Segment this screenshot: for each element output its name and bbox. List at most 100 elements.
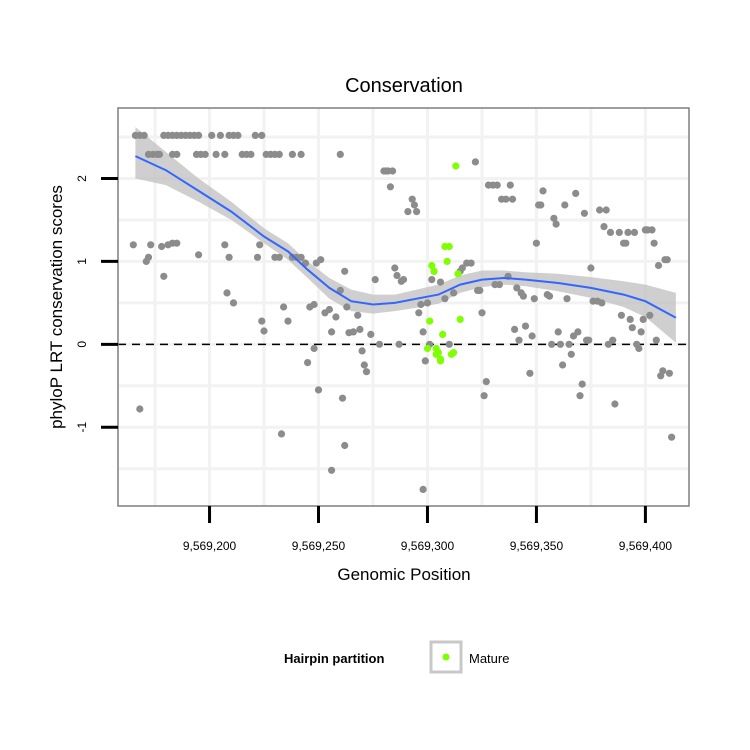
data-point (362, 368, 371, 376)
data-point (260, 327, 268, 335)
data-point (668, 433, 676, 441)
data-point (445, 340, 453, 348)
data-point (328, 466, 336, 474)
data-point (173, 150, 181, 158)
data-point (310, 344, 318, 353)
data-point (247, 150, 255, 158)
data-point (519, 292, 528, 300)
data-point-mature (428, 261, 436, 270)
data-point (147, 241, 155, 249)
data-point-mature (456, 315, 464, 323)
confidence-band (135, 127, 676, 343)
data-point (600, 223, 608, 231)
data-point (336, 286, 344, 294)
data-point (495, 281, 503, 289)
data-point (609, 336, 617, 344)
data-point (195, 131, 203, 139)
data-point-mature (436, 357, 445, 365)
data-point (528, 332, 536, 340)
data-point (399, 276, 408, 284)
data-point (576, 392, 584, 400)
x-tick-label: 9,569,300 (401, 539, 455, 553)
data-point (478, 309, 486, 317)
data-point (508, 195, 517, 203)
data-point (611, 400, 619, 408)
y-tick-label: -1 (75, 422, 89, 433)
data-point (212, 150, 220, 158)
data-point (559, 361, 567, 369)
data-point (221, 150, 229, 158)
data-point (665, 369, 674, 377)
data-point-mature (426, 317, 434, 325)
x-tick-label: 9,569,350 (510, 539, 564, 553)
data-point (195, 251, 203, 259)
data-point (596, 206, 604, 214)
data-point (395, 340, 403, 348)
y-tick-label: 1 (75, 258, 89, 265)
data-point-mature (454, 270, 462, 278)
data-point (280, 303, 288, 311)
data-point (223, 289, 231, 297)
data-point-mature (439, 330, 447, 338)
data-point (635, 344, 643, 353)
data-point (602, 206, 610, 214)
x-axis: 9,569,200 9,569,250 9,569,300 9,569,350 9,56… (183, 506, 673, 553)
data-point-mature (445, 242, 453, 251)
data-point (663, 256, 671, 264)
data-point (482, 378, 490, 386)
data-point (393, 271, 401, 280)
data-point (310, 300, 318, 309)
data-point (386, 183, 394, 191)
data-point (360, 361, 368, 369)
data-point (140, 131, 148, 139)
data-point (251, 131, 259, 139)
y-axis-title: phyloP LRT conservation scores (47, 185, 66, 429)
panel-border (117, 107, 690, 507)
data-point (258, 131, 266, 139)
data-point (258, 317, 266, 325)
data-point (606, 228, 615, 236)
data-point (563, 295, 571, 303)
data-point (155, 150, 163, 158)
data-point (639, 315, 647, 323)
data-point (404, 208, 412, 216)
data-point (539, 187, 547, 195)
data-point (136, 405, 144, 413)
data-point (561, 201, 569, 209)
data-point (317, 256, 325, 264)
data-point (526, 369, 534, 377)
data-point (173, 239, 181, 247)
x-tick-label: 9,569,250 (292, 539, 346, 553)
data-point (349, 328, 357, 336)
data-point (548, 340, 556, 348)
data-point (467, 259, 475, 267)
data-point (277, 430, 286, 438)
data-point (343, 303, 351, 311)
x-axis-title: Genomic Position (337, 565, 470, 584)
data-point (615, 228, 623, 236)
data-point (297, 253, 305, 261)
data-point (650, 239, 658, 247)
data-point (216, 131, 224, 139)
data-point (580, 209, 589, 217)
y-axis: -1 0 1 2 (75, 175, 118, 433)
data-point (502, 195, 510, 203)
data-point (234, 131, 242, 139)
y-tick-label: 2 (75, 175, 89, 182)
x-tick-label: 9,569,400 (619, 539, 673, 553)
data-point (493, 181, 501, 189)
smooth-trend-line (134, 155, 677, 319)
scatter-points (129, 131, 676, 493)
data-point (428, 276, 436, 284)
data-point (391, 264, 399, 272)
data-point (659, 367, 667, 375)
data-point (410, 201, 418, 209)
data-point (417, 300, 425, 309)
data-point (652, 336, 660, 344)
legend-title: Hairpin partition (284, 651, 384, 666)
legend-key-mature (442, 653, 450, 661)
data-point (314, 386, 323, 394)
data-point (436, 278, 445, 286)
legend-label-mature: Mature (469, 651, 509, 666)
